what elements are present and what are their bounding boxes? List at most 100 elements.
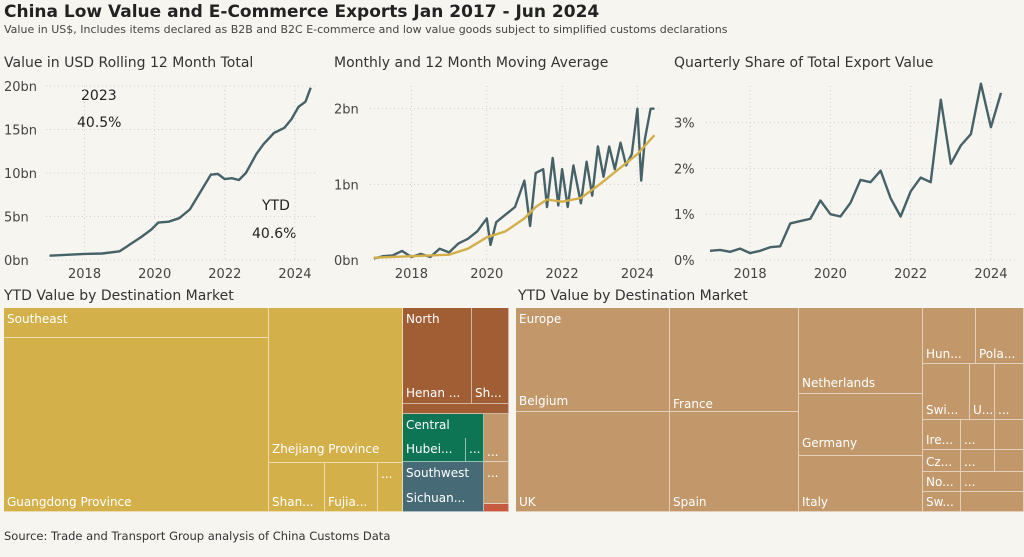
page-title: China Low Value and E-Commerce Exports J… (4, 2, 600, 22)
treemap-tile: Netherlands (799, 372, 923, 394)
treemap-tile (269, 308, 403, 463)
chart-3-title: Quarterly Share of Total Export Value (674, 55, 934, 71)
treemap-tile: ... (995, 364, 1024, 420)
treemap-label: UK (519, 495, 536, 509)
series-line-1 (373, 134, 656, 259)
monthly-average-chart: 0bn 1bn 2bn 2018 2020 2022 2024 (334, 86, 660, 282)
x-tick-label: 2022 (208, 267, 241, 282)
treemap-label: ... (998, 403, 1010, 417)
y-tick-label: 2% (674, 162, 695, 177)
treemap-tile (995, 450, 1024, 472)
quarterly-share-chart: 0% 1% 2% 3% 2018 2020 2022 2024 (674, 82, 1015, 282)
annotation-ytd-value: 40.6% (252, 226, 297, 242)
treemap-label: U... (973, 403, 994, 417)
treemap-tile: Spain (670, 412, 799, 512)
treemap-tile: Sw... (923, 492, 961, 512)
y-tick-label: 10bn (4, 167, 37, 182)
x-tick-label: 2020 (138, 267, 171, 282)
treemap-label: Belgium (519, 394, 569, 408)
treemap-tile (403, 404, 509, 414)
treemap-label: ... (964, 455, 976, 469)
treemap-tile: France (670, 393, 799, 412)
treemap-label: Central (406, 418, 450, 432)
treemap-tile: ... (961, 420, 995, 450)
treemap-label: Zhejiang Province (272, 442, 380, 456)
treemap-label: Spain (673, 495, 707, 509)
treemap-label: Sh... (475, 386, 502, 400)
treemap-label: Netherlands (802, 376, 876, 390)
series-line-0 (709, 82, 1003, 255)
treemap-tile: ... (484, 462, 509, 504)
y-tick-label: 2bn (334, 103, 359, 118)
treemap-label: ... (487, 466, 499, 480)
treemap-tile: No... (923, 472, 961, 492)
treemap-label: North (406, 312, 440, 326)
source-note: Source: Trade and Transport Group analys… (4, 529, 391, 543)
rolling-total-chart: 0bn 5bn 10bn 15bn 20bn 2018 2020 2022 2024 (4, 80, 316, 282)
treemap-label: Pola... (979, 347, 1016, 361)
treemap-label: Southeast (7, 312, 68, 326)
x-tick-label: 2022 (894, 267, 927, 282)
y-tick-label: 20bn (4, 80, 37, 95)
treemap-label: Cz... (926, 455, 953, 469)
treemap-tile: Cz... (923, 450, 961, 472)
treemap-tile: ... (378, 463, 403, 512)
treemap-tile: ... (961, 450, 995, 472)
treemap-label: No... (926, 475, 954, 489)
treemap-1-title: YTD Value by Destination Market (4, 288, 234, 304)
treemap-tile: ... (961, 472, 1024, 492)
treemap-china-regions: Guangdong Province Southeast Zhejiang Prov… (4, 308, 509, 512)
treemap-tile: Sichuan... (403, 487, 484, 512)
treemap-label: Southwest (406, 466, 470, 480)
treemap-tile: Swi... (923, 364, 970, 420)
x-tick-label: 2024 (974, 267, 1007, 282)
treemap-label: Italy (802, 495, 829, 509)
x-tick-label: 2018 (734, 267, 767, 282)
chart-1-title: Value in USD Rolling 12 Month Total (4, 55, 254, 71)
y-tick-label: 1bn (334, 178, 359, 193)
treemap-label: Sw... (926, 495, 954, 509)
treemap-label: Ire... (926, 433, 954, 447)
annotation-2023-value: 40.5% (77, 115, 122, 131)
treemap-tile: Guangdong Province (4, 308, 269, 512)
x-tick-label: 2022 (546, 267, 579, 282)
treemap-label: ... (964, 433, 976, 447)
treemap-destination-markets: Europe Belgium UK France Spain Netherlands Ger… (516, 308, 1024, 512)
treemap-tile: Italy (799, 456, 923, 512)
treemap-tile (484, 504, 509, 512)
treemap-tile: Ire... (923, 420, 961, 450)
annotation-ytd-label: YTD (262, 198, 290, 214)
treemap-tile: Germany (799, 432, 923, 456)
treemap-tile: Belgium (516, 390, 670, 412)
treemap-tile: Southeast (4, 308, 269, 338)
treemap-label: Sichuan... (406, 491, 466, 505)
treemap-label: ... (381, 467, 393, 481)
annotation-2023-label: 2023 (81, 88, 117, 104)
treemap-tile: ... (466, 438, 484, 462)
x-tick-label: 2018 (395, 267, 428, 282)
x-tick-label: 2020 (814, 267, 847, 282)
treemap-label: ... (487, 445, 499, 459)
treemap-tile: Fujia... (325, 463, 378, 512)
treemap-label: Shan... (272, 495, 314, 509)
treemap-label: Fujia... (328, 495, 368, 509)
treemap-tile: Hun... (923, 308, 976, 364)
treemap-label: Henan ... (406, 386, 461, 400)
treemap-label: Germany (802, 436, 858, 450)
series-line-0 (49, 87, 312, 257)
treemap-label: Swi... (926, 403, 959, 417)
treemap-tile: Shan... (269, 463, 325, 512)
x-tick-label: 2018 (68, 267, 101, 282)
treemap-label: ... (469, 442, 481, 456)
treemap-tile: Hubei... (403, 438, 466, 462)
treemap-tile: Pola... (976, 308, 1024, 364)
x-tick-label: 2020 (470, 267, 503, 282)
treemap-label: ... (964, 475, 976, 489)
treemap-label: Europe (519, 312, 562, 326)
treemap-tile: U... (970, 364, 995, 420)
treemap-label: France (673, 397, 713, 411)
treemap-2-title: YTD Value by Destination Market (518, 288, 748, 304)
treemap-label: Hun... (926, 347, 962, 361)
y-tick-label: 0bn (4, 254, 29, 269)
x-tick-label: 2024 (621, 267, 654, 282)
